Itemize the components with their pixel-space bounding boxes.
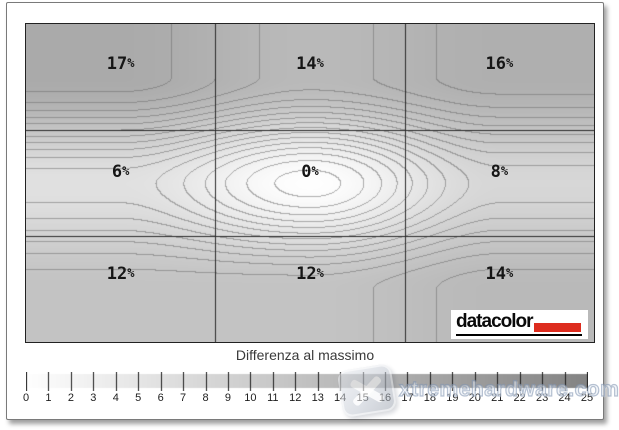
- watermark-text: xtremehardware.com: [398, 377, 619, 401]
- colorbar-tick-label: 19: [446, 392, 459, 404]
- datacolor-logo-text: datacolor: [456, 311, 534, 332]
- colorbar-scale: 0123456789101112131415161718192021222324…: [22, 372, 593, 405]
- report-window: 17% 14% 16% 6% 0% 8% 12% 12% 14% datacolor Diffe…: [6, 2, 604, 420]
- contour-canvas: [26, 24, 594, 342]
- colorbar-tick-label: 21: [491, 392, 504, 404]
- colorbar-tick-label: 5: [135, 392, 142, 404]
- colorbar-tick-label: 17: [401, 392, 414, 404]
- colorbar-tick-label: 9: [224, 392, 232, 404]
- colorbar-tick-label: 6: [157, 392, 164, 404]
- cell-label: 6%: [111, 162, 130, 182]
- datacolor-logo-underline: [456, 334, 582, 336]
- colorbar-canvas: [26, 372, 588, 391]
- watermark-x-logo-icon: [336, 363, 398, 418]
- cell-label: 14%: [485, 264, 514, 284]
- cell-label: 17%: [106, 54, 135, 74]
- colorbar-tick-label: 4: [112, 392, 119, 404]
- colorbar-tick-label: 7: [180, 392, 187, 404]
- colorbar-tick-label: 0: [22, 392, 30, 404]
- datacolor-logo-redbar-icon: [534, 323, 581, 332]
- cell-label: 0%: [301, 162, 319, 182]
- cell-label: 12%: [296, 264, 324, 284]
- colorbar-tick-label: 2: [67, 392, 74, 404]
- colorbar-tick-label: 25: [580, 392, 594, 404]
- colorbar-tick-label: 18: [423, 392, 437, 404]
- colorbar-tick-label: 10: [244, 392, 257, 404]
- colorbar-tick-label: 1: [45, 392, 52, 404]
- uniformity-contour-plot: 17% 14% 16% 6% 0% 8% 12% 12% 14% datacolor: [25, 23, 595, 343]
- colorbar-tick-label: 8: [202, 392, 209, 404]
- colorbar-tick-label: 20: [468, 392, 481, 404]
- datacolor-logo: datacolor: [451, 310, 588, 339]
- colorbar-tick-label: 3: [90, 392, 97, 404]
- colorbar-title: Differenza al massimo: [235, 347, 375, 363]
- cell-label: 12%: [106, 264, 135, 284]
- colorbar-tick-label: 13: [311, 392, 324, 404]
- cell-label: 14%: [296, 54, 324, 74]
- colorbar-tick-label: 22: [513, 392, 526, 404]
- colorbar-tick-label: 11: [267, 392, 279, 404]
- cell-label: 16%: [485, 54, 514, 74]
- colorbar-tick-label: 12: [289, 392, 302, 404]
- cell-label: 8%: [490, 162, 509, 182]
- colorbar-tick-label: 23: [535, 392, 549, 404]
- colorbar-tick-label: 24: [558, 392, 571, 404]
